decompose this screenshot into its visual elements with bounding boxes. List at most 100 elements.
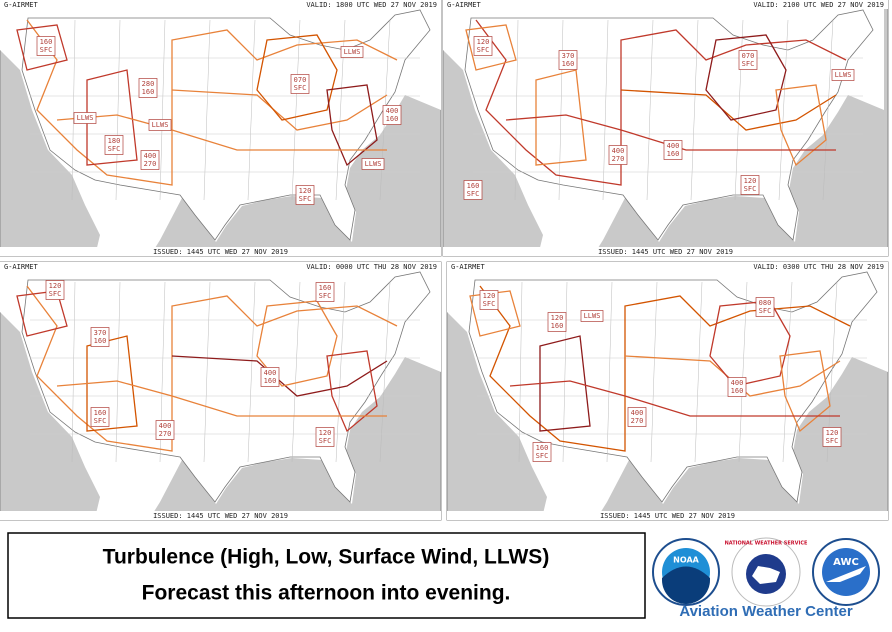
area-label-box [558,50,578,70]
area-label-box [547,312,567,332]
area-label: 400 [731,379,744,387]
product-label: G-AIRMET [451,263,486,271]
state-line [778,19,789,201]
airmet-area [775,84,827,167]
state-line [734,19,744,201]
area-label: 120 [744,177,757,185]
area-label: LLWS [77,114,94,122]
product-label: G-AIRMET [4,263,39,271]
area-label: SFC [467,190,480,198]
center-name: Aviation Weather Center [679,603,853,620]
area-label-box [315,427,335,447]
area-label: 400 [264,369,277,377]
area-label: 400 [144,152,157,160]
state-line [247,281,256,463]
area-label-box [627,407,647,427]
header-bar [443,0,888,9]
airmet-area [620,89,837,131]
nws-text: NATIONAL WEATHER SERVICE [725,541,808,547]
area-label: 070 [294,76,307,84]
area-label: 400 [667,142,680,150]
area-label-box [463,180,483,200]
area-label: 270 [612,155,625,163]
awc-text: AWC [833,557,859,568]
airmet-area [26,19,398,186]
state-line [379,281,391,463]
valid-time: VALID: 1800 UTC WED 27 NOV 2019 [306,1,437,9]
airmet-area [509,380,840,417]
area-label-box [532,442,552,462]
state-line [562,281,568,463]
area-label: 160 [94,409,107,417]
header-bar [447,262,888,271]
area-label: 160 [731,387,744,395]
state-line [606,281,613,463]
area-label: SFC [319,437,332,445]
area-label: LLWS [365,160,382,168]
area-label-box [580,310,604,322]
airmet-area [16,290,68,337]
airmet-area [56,380,387,417]
noaa-logo: NOAA [652,538,720,606]
area-label: 120 [49,282,62,290]
area-label: 160 [562,60,575,68]
area-label-box [315,282,335,302]
area-label: SFC [536,452,549,460]
footer-bar [0,247,441,256]
map-panel: G-AIRMET VALID: 0000 UTC THU 28 NOV 2019 I… [0,261,442,521]
state-line [159,19,166,201]
area-label: 160 [667,150,680,158]
area-label: 160 [386,115,399,123]
product-label: G-AIRMET [4,1,39,9]
airmet-area [624,355,841,397]
nws-logo: NATIONAL WEATHER SERVICE [725,537,808,607]
awc-logo: AWC [812,538,880,606]
area-label: 160 [264,377,277,385]
area-label: 160 [536,444,549,452]
area-label: SFC [826,437,839,445]
airmet-area [465,24,517,71]
area-label-box [45,280,65,300]
state-line [335,281,346,463]
area-label-box [260,367,280,387]
area-label: SFC [108,145,121,153]
area-label: 160 [551,322,564,330]
airmet-area [256,34,338,121]
area-label-box [73,112,97,124]
area-label-box [473,36,493,56]
area-label-box [155,420,175,440]
area-label: 120 [319,429,332,437]
area-label: SFC [49,290,62,298]
airmet-area [779,350,831,433]
area-label: 160 [319,284,332,292]
us-outline [468,271,878,503]
state-line [71,19,76,201]
state-line [646,19,654,201]
airmet-area [705,34,787,121]
state-line [203,281,211,463]
header-bar [0,262,441,271]
state-line [203,19,211,201]
airmet-area [86,335,138,432]
state-line [694,281,703,463]
airmet-area [475,19,847,186]
area-label-box [148,119,172,131]
area-label: 270 [159,430,172,438]
state-line [115,19,121,201]
area-label: 160 [142,88,155,96]
area-label-box [822,427,842,447]
area-label: SFC [319,292,332,300]
area-label: 160 [94,337,107,345]
area-label-box [90,407,110,427]
airmet-area [326,84,378,167]
area-label: 400 [159,422,172,430]
area-label-box [663,140,683,160]
area-label-box [755,297,775,317]
area-label-box [831,69,855,81]
state-line [71,281,76,463]
footer-bar [447,511,888,520]
airmet-area [326,350,378,433]
noaa-text: NOAA [673,556,699,565]
map-panel: G-AIRMET VALID: 0300 UTC THU 28 NOV 2019 I… [446,261,889,521]
